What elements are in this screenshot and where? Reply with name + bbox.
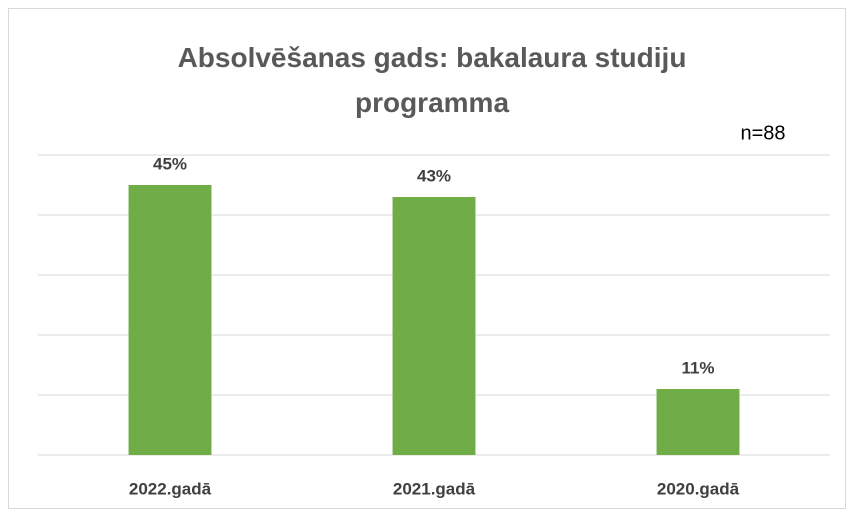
chart-title: Absolvēšanas gads: bakalaura studiju pro… <box>177 42 687 118</box>
data-label: 43% <box>417 166 451 185</box>
data-label: 45% <box>153 154 187 173</box>
bar <box>392 197 476 455</box>
x-tick-label: 2021.gadā <box>393 479 476 498</box>
x-tick-label: 2020.gadā <box>657 479 740 498</box>
bar <box>656 389 740 455</box>
chart-frame <box>8 8 846 509</box>
x-tick-label: 2022.gadā <box>129 479 212 498</box>
data-label: 11% <box>681 358 714 377</box>
annotation: n=88 <box>740 122 785 144</box>
bar <box>128 185 212 455</box>
